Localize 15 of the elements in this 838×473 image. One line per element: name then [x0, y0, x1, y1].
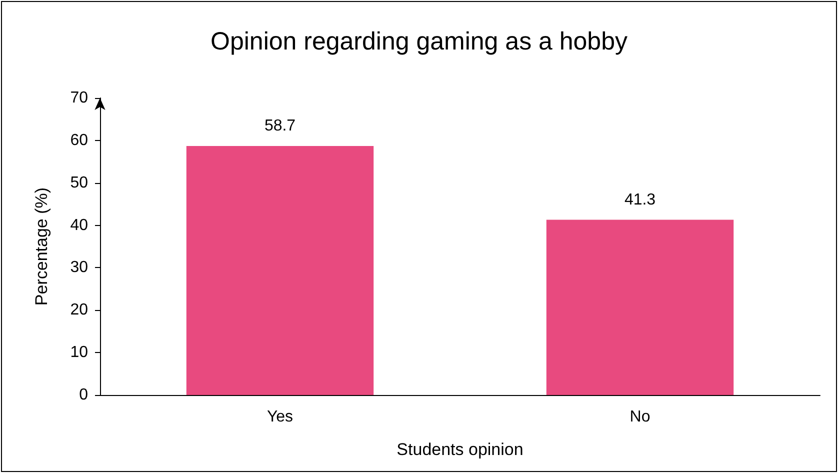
data-label: 41.3: [624, 191, 656, 208]
y-tick-label: 70: [70, 90, 88, 106]
y-tick-label: 0: [79, 386, 88, 404]
x-tick-label: Yes: [266, 408, 294, 426]
y-tick-label: 30: [70, 259, 88, 276]
y-tick-label: 50: [70, 174, 88, 192]
data-label: 58.7: [264, 117, 296, 134]
x-tick-label: No: [630, 408, 650, 426]
y-tick-label: 40: [70, 216, 88, 234]
y-axis-title: Percentage (%): [32, 187, 51, 306]
y-tick-label: 10: [70, 344, 88, 362]
y-tick-label: 20: [70, 302, 88, 319]
x-axis-title: Students opinion: [396, 440, 524, 459]
chart-title: Opinion regarding gaming as a hobby: [210, 28, 628, 56]
y-tick-label: 60: [70, 132, 88, 149]
